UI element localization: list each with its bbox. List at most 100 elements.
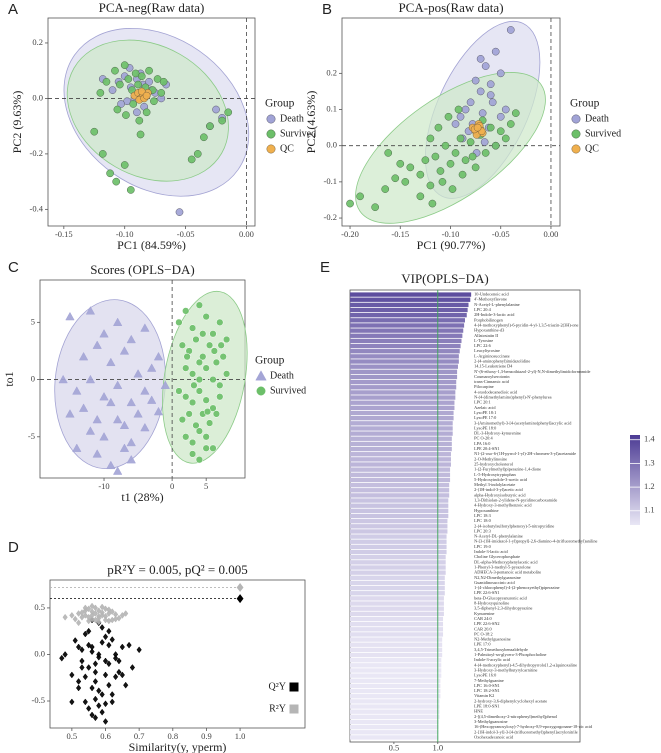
point (471, 76, 480, 85)
legend-swatch (256, 386, 266, 396)
x-tick-label: 1.0 (432, 742, 443, 752)
point (82, 611, 88, 619)
bar-label: Kynurenine (474, 611, 494, 616)
point (451, 149, 460, 157)
point (506, 120, 515, 128)
point (89, 615, 95, 623)
point (212, 105, 220, 114)
legend-swatch (289, 704, 299, 714)
point (421, 156, 430, 165)
bar-label: L-5-Hydroxytryptophan (474, 472, 516, 477)
point (112, 380, 123, 389)
point (106, 169, 114, 178)
point (136, 646, 142, 654)
point (446, 159, 455, 168)
point (192, 421, 200, 430)
point (451, 120, 460, 128)
bar (350, 421, 453, 426)
bar-label: 1-(4-chlorophenyl)-4-(2-phenoxyethyl)pip… (474, 585, 560, 590)
observed-point (236, 594, 244, 604)
bar (350, 395, 456, 400)
point (123, 610, 129, 617)
bar-label: LysoPE 18:1 (474, 410, 496, 415)
point (120, 61, 129, 69)
chart-title: pR²Y = 0.005, pQ² = 0.005 (107, 562, 247, 577)
x-tick-label: 0.5 (389, 742, 400, 752)
point (436, 167, 445, 175)
bar (350, 498, 449, 503)
point (134, 80, 142, 89)
point (461, 105, 470, 114)
point (109, 698, 115, 706)
point (501, 105, 510, 114)
bar (350, 642, 443, 647)
point (133, 108, 141, 117)
bar-label: LPC 22:6 (474, 343, 491, 348)
panel-label: C (8, 259, 19, 276)
bar (350, 683, 441, 689)
chart-title: VIP(OPLS−DA) (401, 271, 489, 286)
point (195, 387, 204, 395)
bar-label: LPC 18:2-SN1 (474, 688, 500, 693)
x-tick-label: 0.00 (239, 229, 254, 239)
x-tick-label: -10 (98, 481, 109, 491)
point (195, 375, 204, 384)
point (381, 185, 390, 193)
point (212, 358, 221, 367)
point (153, 406, 164, 416)
bar (350, 688, 441, 694)
point (456, 112, 465, 121)
bar (350, 302, 469, 308)
point (99, 329, 109, 338)
x-tick-label: 0.5 (67, 731, 78, 741)
point (202, 444, 210, 452)
legend-label: Survived (270, 385, 306, 396)
point (222, 335, 231, 344)
point (200, 133, 208, 142)
bar-label: 2-O-Methylinosine (474, 456, 507, 461)
legend-swatch (266, 114, 276, 124)
bar-label: Hypoxanthine (474, 508, 498, 513)
bar-label: 3-(Aminomethyl)-3-[4-(acetylamino)phenyl… (474, 420, 572, 425)
bar (350, 591, 445, 596)
y-tick-label: 0.0 (32, 92, 43, 102)
bar (350, 714, 440, 720)
point (72, 443, 82, 452)
point (488, 98, 497, 107)
point (119, 420, 130, 430)
legend-title: Group (570, 98, 600, 110)
legend-swatch (255, 370, 267, 381)
bar-label: N2-Methylguanosine (474, 637, 511, 642)
bar-label: LPC 19:0 (474, 544, 491, 549)
point (86, 641, 92, 649)
point (133, 369, 143, 378)
point (193, 150, 202, 158)
bar-label: LPE 22:6-SN2 (474, 621, 499, 626)
x-axis-label: Similarity(y, yperm) (129, 740, 227, 753)
point (72, 637, 78, 644)
bar (350, 668, 442, 673)
point (210, 347, 219, 355)
bar (350, 601, 444, 606)
point (92, 695, 99, 703)
point (188, 370, 197, 378)
point (106, 357, 116, 367)
legend-label: Death (585, 113, 609, 124)
bar (350, 333, 463, 338)
point (92, 668, 99, 676)
point (212, 410, 221, 418)
point (438, 178, 447, 186)
point (82, 673, 88, 681)
point (480, 138, 489, 146)
point (99, 611, 105, 619)
bar-label: 1-(2-Furylmethyl)piperazine-1,4-dione (474, 467, 541, 473)
point (102, 633, 109, 641)
legend-swatch (266, 129, 276, 139)
bar (350, 539, 447, 544)
bar (350, 307, 468, 313)
bar (350, 647, 443, 653)
point (496, 127, 505, 136)
bar (350, 652, 443, 658)
point (195, 301, 204, 309)
point (109, 691, 115, 698)
